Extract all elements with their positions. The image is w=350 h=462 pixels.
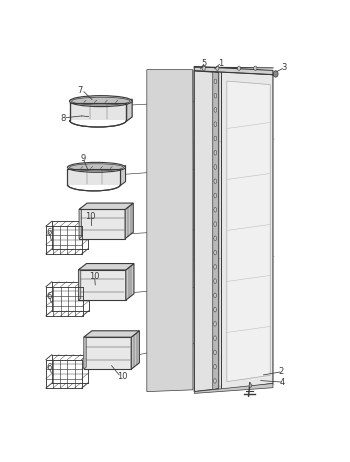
Polygon shape — [79, 207, 82, 239]
Text: 1: 1 — [218, 59, 223, 68]
Ellipse shape — [214, 307, 216, 312]
Circle shape — [237, 66, 241, 70]
Polygon shape — [222, 71, 273, 390]
Polygon shape — [120, 165, 126, 186]
Text: 10: 10 — [85, 212, 96, 221]
Text: 6: 6 — [46, 228, 51, 237]
Polygon shape — [126, 263, 134, 300]
Text: 7: 7 — [78, 86, 83, 95]
Ellipse shape — [214, 193, 217, 198]
Ellipse shape — [214, 136, 217, 141]
Circle shape — [249, 384, 252, 387]
Polygon shape — [194, 71, 219, 392]
Ellipse shape — [214, 350, 216, 355]
Text: 2: 2 — [279, 367, 284, 376]
Ellipse shape — [214, 336, 216, 340]
Ellipse shape — [214, 293, 216, 298]
Ellipse shape — [214, 79, 217, 84]
Ellipse shape — [214, 207, 217, 212]
Circle shape — [216, 66, 219, 70]
Circle shape — [273, 71, 278, 77]
Text: 10: 10 — [117, 372, 127, 381]
Ellipse shape — [68, 162, 126, 172]
Ellipse shape — [214, 279, 216, 283]
Polygon shape — [79, 209, 125, 239]
Text: 4: 4 — [280, 378, 285, 387]
Ellipse shape — [214, 379, 216, 383]
Polygon shape — [78, 263, 134, 270]
Text: 10: 10 — [89, 272, 99, 281]
Polygon shape — [126, 99, 132, 121]
Polygon shape — [227, 81, 270, 382]
Polygon shape — [194, 383, 273, 394]
Polygon shape — [213, 72, 219, 390]
Ellipse shape — [214, 122, 217, 127]
Polygon shape — [68, 169, 120, 185]
Polygon shape — [84, 337, 131, 369]
Ellipse shape — [214, 265, 216, 269]
Ellipse shape — [214, 250, 217, 255]
Ellipse shape — [214, 93, 217, 98]
Ellipse shape — [70, 164, 124, 171]
Polygon shape — [125, 203, 133, 239]
Text: 9: 9 — [80, 154, 86, 163]
Ellipse shape — [214, 236, 217, 241]
Ellipse shape — [71, 97, 130, 105]
Polygon shape — [79, 203, 133, 209]
Ellipse shape — [214, 151, 217, 155]
Ellipse shape — [214, 164, 217, 169]
Circle shape — [202, 66, 205, 70]
Text: 8: 8 — [60, 114, 65, 123]
Text: 6: 6 — [46, 292, 51, 301]
Polygon shape — [131, 331, 139, 369]
Polygon shape — [78, 268, 81, 300]
Polygon shape — [78, 270, 126, 300]
Ellipse shape — [214, 365, 216, 369]
Polygon shape — [147, 70, 193, 392]
Ellipse shape — [214, 222, 217, 226]
Polygon shape — [84, 335, 86, 369]
Polygon shape — [194, 67, 273, 75]
Ellipse shape — [214, 108, 217, 112]
Text: 6: 6 — [46, 363, 51, 372]
Polygon shape — [70, 103, 126, 120]
Ellipse shape — [70, 96, 132, 107]
Polygon shape — [84, 331, 139, 337]
Ellipse shape — [214, 179, 217, 183]
Circle shape — [254, 66, 257, 70]
Ellipse shape — [214, 322, 216, 326]
Text: 3: 3 — [281, 63, 287, 73]
Text: 5: 5 — [202, 59, 207, 68]
